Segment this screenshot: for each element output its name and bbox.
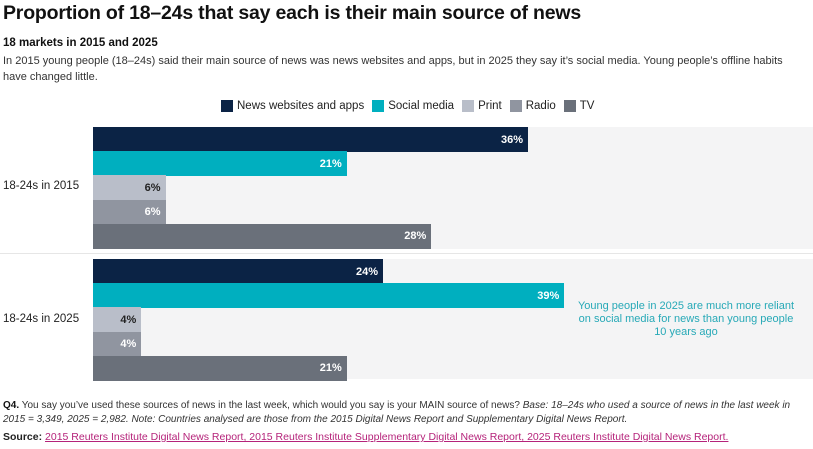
legend-label: Radio [525,100,556,112]
bar: 28% [93,223,432,249]
bar-value-label: 39% [537,289,560,302]
bar: 36% [93,127,528,152]
bar-value-label: 21% [319,362,342,375]
chart-subtitle: 18 markets in 2015 and 2025 [3,37,158,49]
legend-item[interactable]: TV [563,100,595,112]
bar-value-label: 24% [355,265,378,278]
legend-label: Print [478,100,502,112]
bar: 4% [93,331,142,357]
legend-label: News websites and apps [237,100,365,112]
legend-item[interactable]: News websites and apps [221,100,364,112]
category-label-2025: 18-24s in 2025 [3,313,80,325]
legend-label: TV [579,100,595,112]
bar-value-label: 6% [144,206,161,219]
bar: 24% [93,259,383,284]
bar: 39% [93,283,565,309]
legend: News websites and apps Social media Print R… [221,100,602,112]
legend-item[interactable]: Social media [372,100,454,112]
chart-title: Proportion of 18–24s that say each is th… [3,2,581,24]
legend-item[interactable]: Print [462,100,502,112]
legend-swatch [462,100,475,112]
footnote-question-label: Q4. [3,400,20,411]
source-line: Source: 2015 Reuters Institute Digital N… [3,431,728,443]
bar-value-label: 21% [319,157,342,170]
legend-swatch [221,100,233,112]
bar: 21% [93,355,347,381]
legend-swatch [563,100,576,112]
footnote: Q4. You say you’ve used these sources of… [3,399,811,427]
bar-value-label: 4% [120,338,137,351]
bar: 6% [93,199,166,225]
source-label: Source: [3,431,43,443]
bar-value-label: 4% [120,313,137,326]
footnote-base-text: Base: 18–24s who used a source of news i… [3,400,791,425]
legend-item[interactable]: Radio [509,100,556,112]
legend-swatch [509,100,522,112]
bar: 6% [93,175,166,201]
footnote-question-text: You say you’ve used these sources of new… [19,400,523,411]
legend-label: Social media [388,100,455,112]
bar: 21% [93,151,347,177]
bar-value-label: 28% [404,230,427,243]
legend-swatch [372,100,385,112]
group-separator [0,253,813,254]
source-link[interactable]: 2015 Reuters Institute Digital News Repo… [45,431,729,443]
category-label-2015: 18-24s in 2015 [3,180,80,192]
bar-value-label: 6% [144,181,161,194]
chart-annotation: Young people in 2025 are much more relia… [577,300,795,338]
bar-value-label: 36% [500,133,523,146]
bar: 4% [93,307,142,333]
chart-description: In 2015 young people (18–24s) said their… [3,55,783,83]
